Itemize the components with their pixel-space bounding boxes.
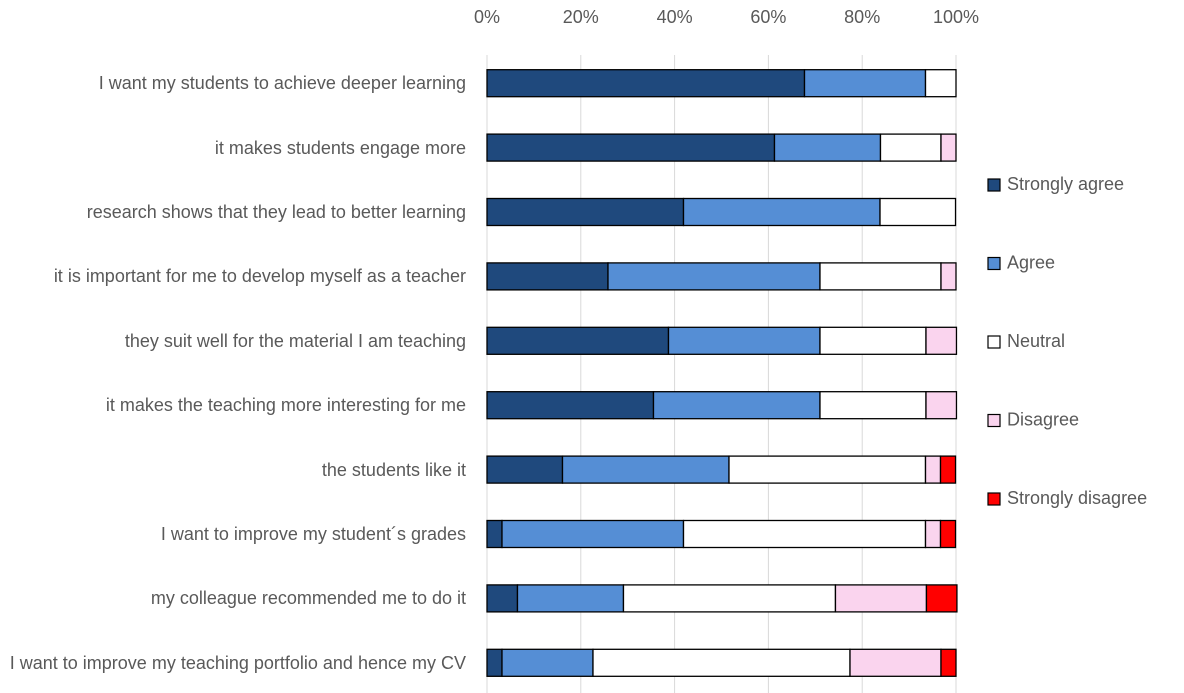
bar-segment [667, 326, 821, 355]
bar-segment [486, 326, 670, 355]
bar-segment [819, 391, 927, 420]
category-text: I want my students to achieve deeper lea… [98, 73, 466, 94]
bar-segment [925, 326, 958, 355]
bar-segment [652, 391, 821, 420]
bar-segment [879, 197, 957, 227]
bar-segment [924, 69, 957, 98]
bar-segment [819, 262, 942, 291]
bar-segment [561, 455, 730, 484]
bar-segment [773, 133, 882, 162]
bar-segment [486, 455, 564, 484]
bar-segment [803, 69, 927, 98]
category-text: they suit well for the material I am tea… [124, 330, 466, 351]
bar-segment [486, 584, 519, 613]
category-label: I want to improve my student´s grades [0, 504, 466, 564]
bar-segment [849, 648, 942, 677]
legend-swatch [987, 492, 1001, 506]
bar-segment [728, 455, 927, 484]
legend-label: Strongly disagree [1007, 488, 1147, 508]
x-tick-label: 80% [844, 7, 880, 27]
category-text: it is important for me to develop myself… [53, 266, 466, 287]
bar-segment [939, 519, 957, 549]
bar-segment [940, 133, 957, 162]
bar-segment [486, 648, 503, 677]
bar-segment [924, 519, 942, 549]
legend-swatch [987, 256, 1001, 271]
category-label: they suit well for the material I am tea… [0, 311, 466, 371]
bar-segment [486, 262, 609, 291]
bar-segment [486, 69, 806, 98]
category-text: I want to improve my student´s grades [160, 524, 466, 544]
category-text: my colleague recommended me to do it [150, 588, 466, 609]
bar-segment [940, 262, 957, 291]
x-tick-label: 0% [474, 7, 500, 27]
x-tick-label: 100% [933, 7, 979, 27]
bar-segment [501, 519, 685, 549]
category-text: I want to improve my teaching portfolio … [9, 652, 466, 673]
bar-segment [622, 584, 837, 613]
x-tick-label: 40% [657, 7, 693, 27]
bar-segment [516, 584, 625, 613]
category-label: I want to improve my teaching portfolio … [0, 633, 466, 693]
bar-segment [486, 391, 655, 420]
bar-segment [592, 648, 851, 677]
legend-label: Neutral [1007, 331, 1065, 351]
category-label: it makes the teaching more interesting f… [0, 375, 466, 435]
x-tick-label: 20% [563, 7, 599, 27]
bar-segment [682, 519, 927, 549]
category-label: my colleague recommended me to do it [0, 568, 466, 628]
category-label: it makes students engage more [0, 118, 466, 178]
bar-segment [939, 455, 957, 484]
bar-segment [501, 648, 594, 677]
bar-segment [682, 197, 881, 227]
legend-swatch [987, 178, 1001, 192]
category-label: it is important for me to develop myself… [0, 246, 466, 306]
x-tick-label: 60% [750, 7, 786, 27]
bar-segment [486, 197, 685, 227]
legend-label: Disagree [1007, 409, 1079, 429]
bar-segment [879, 133, 942, 162]
category-text: the students like it [321, 459, 466, 480]
bar-segment [607, 262, 821, 291]
bar-segment [486, 133, 776, 162]
category-text: it makes the teaching more interesting f… [105, 395, 466, 416]
bar-segment [819, 326, 927, 355]
bar-segment [924, 455, 942, 484]
bar-segment [834, 584, 928, 613]
category-label: research shows that they lead to better … [0, 182, 466, 242]
category-text: research shows that they lead to better … [86, 202, 466, 222]
legend-swatch [987, 413, 1001, 428]
legend-label: Agree [1007, 252, 1055, 272]
bar-segment [925, 391, 958, 420]
legend-swatch [987, 335, 1001, 349]
bar-segment [940, 648, 957, 677]
bar-segment [486, 519, 503, 549]
category-label: I want my students to achieve deeper lea… [0, 53, 466, 113]
category-text: it makes students engage more [214, 137, 466, 158]
legend-label: Strongly agree [1007, 174, 1124, 194]
category-label: the students like it [0, 440, 466, 500]
bar-segment [925, 584, 958, 613]
